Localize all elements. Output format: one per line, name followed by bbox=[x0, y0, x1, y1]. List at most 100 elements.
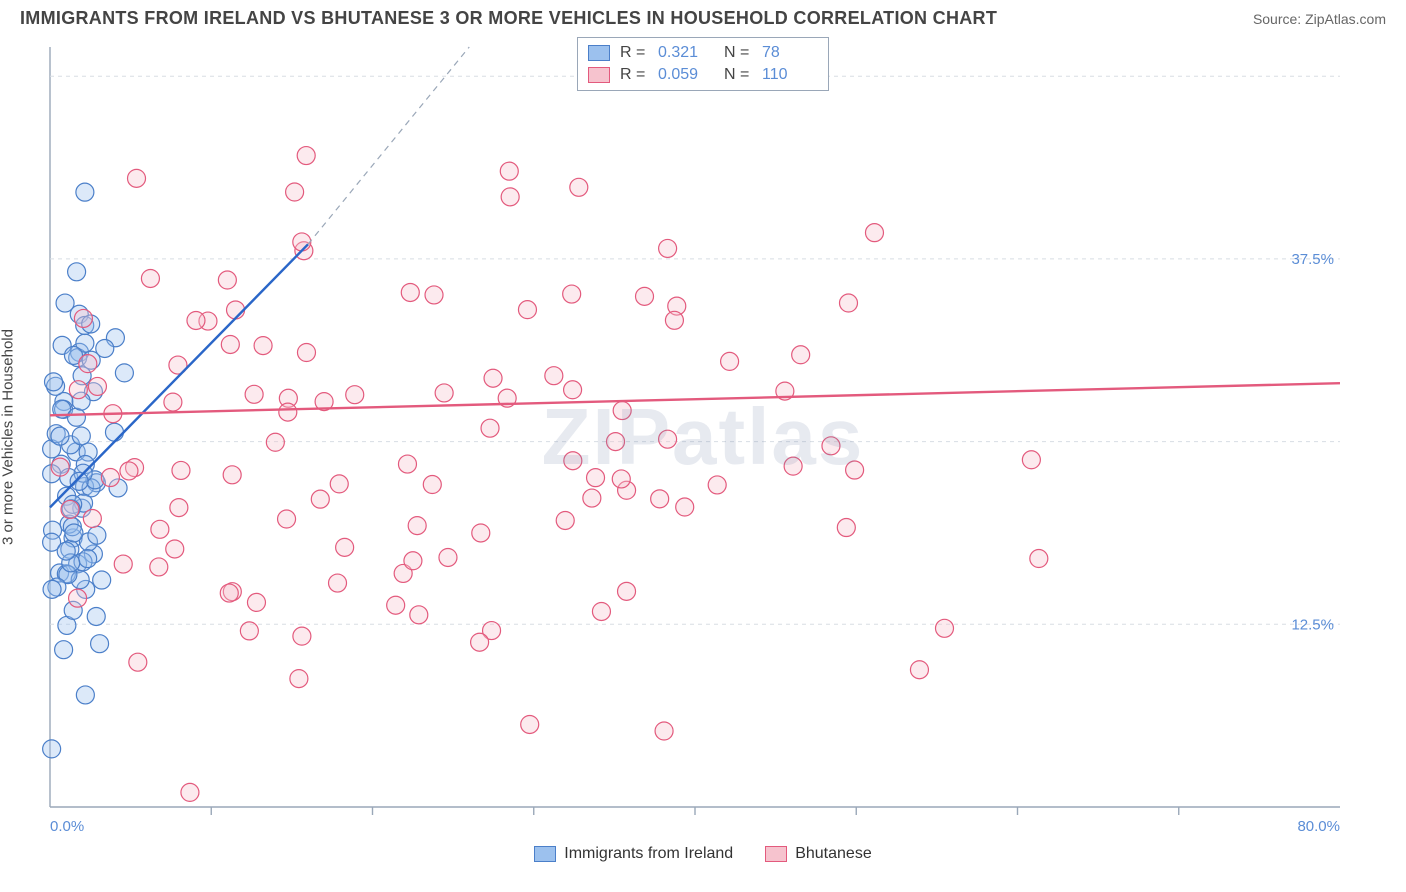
data-point bbox=[101, 469, 119, 487]
y-axis-label: 3 or more Vehicles in Household bbox=[0, 329, 17, 545]
legend-n-value: 78 bbox=[762, 44, 818, 62]
data-point bbox=[43, 740, 61, 758]
data-point bbox=[423, 476, 441, 494]
data-point bbox=[518, 301, 536, 319]
data-point bbox=[425, 286, 443, 304]
data-point bbox=[61, 500, 79, 518]
data-point bbox=[120, 462, 138, 480]
data-point bbox=[245, 385, 263, 403]
legend-item: Bhutanese bbox=[765, 845, 872, 863]
data-point bbox=[846, 461, 864, 479]
data-point bbox=[187, 311, 205, 329]
legend-swatch bbox=[765, 846, 787, 862]
data-point bbox=[218, 271, 236, 289]
data-point bbox=[172, 461, 190, 479]
data-point bbox=[329, 574, 347, 592]
legend-bottom: Immigrants from Ireland Bhutanese bbox=[0, 845, 1406, 863]
data-point bbox=[151, 520, 169, 538]
data-point bbox=[293, 233, 311, 251]
data-point bbox=[297, 344, 315, 362]
legend-stats: R = 0.321 N = 78 R = 0.059 N = 110 bbox=[577, 37, 829, 91]
data-point bbox=[676, 498, 694, 516]
data-point bbox=[583, 489, 601, 507]
legend-swatch-ireland bbox=[588, 45, 610, 61]
data-point bbox=[784, 457, 802, 475]
legend-item: Immigrants from Ireland bbox=[534, 845, 733, 863]
data-point bbox=[128, 169, 146, 187]
source-label: Source: ZipAtlas.com bbox=[1253, 11, 1386, 27]
data-point bbox=[247, 593, 265, 611]
data-point bbox=[79, 550, 97, 568]
legend-r-label: R = bbox=[620, 44, 648, 62]
data-point bbox=[278, 510, 296, 528]
data-point bbox=[501, 188, 519, 206]
data-point bbox=[592, 602, 610, 620]
legend-stats-row: R = 0.321 N = 78 bbox=[588, 42, 818, 64]
legend-n-value: 110 bbox=[762, 66, 818, 84]
data-point bbox=[69, 381, 87, 399]
data-point bbox=[1022, 451, 1040, 469]
data-point bbox=[612, 470, 630, 488]
legend-label: Immigrants from Ireland bbox=[564, 845, 733, 863]
data-point bbox=[74, 309, 92, 327]
data-point bbox=[150, 558, 168, 576]
data-point bbox=[51, 458, 69, 476]
data-point bbox=[636, 287, 654, 305]
data-point bbox=[93, 571, 111, 589]
data-point bbox=[293, 627, 311, 645]
data-point bbox=[910, 661, 928, 679]
data-point bbox=[655, 722, 673, 740]
data-point bbox=[613, 402, 631, 420]
legend-r-label: R = bbox=[620, 66, 648, 84]
data-point bbox=[484, 369, 502, 387]
data-point bbox=[115, 364, 133, 382]
data-point bbox=[69, 589, 87, 607]
legend-label: Bhutanese bbox=[795, 845, 872, 863]
data-point bbox=[618, 582, 636, 600]
data-point bbox=[330, 475, 348, 493]
legend-r-value: 0.059 bbox=[658, 66, 714, 84]
trend-line bbox=[50, 383, 1340, 415]
data-point bbox=[346, 386, 364, 404]
data-point bbox=[166, 540, 184, 558]
data-point bbox=[266, 433, 284, 451]
data-point bbox=[88, 377, 106, 395]
data-point bbox=[254, 337, 272, 355]
data-point bbox=[91, 635, 109, 653]
data-point bbox=[564, 452, 582, 470]
legend-swatch-bhutanese bbox=[588, 67, 610, 83]
data-point bbox=[297, 147, 315, 165]
data-point bbox=[398, 455, 416, 473]
data-point bbox=[408, 517, 426, 535]
data-point bbox=[79, 355, 97, 373]
data-point bbox=[129, 653, 147, 671]
data-point bbox=[659, 430, 677, 448]
data-point bbox=[564, 381, 582, 399]
data-point bbox=[72, 427, 90, 445]
data-point bbox=[164, 393, 182, 411]
data-point bbox=[220, 584, 238, 602]
chart-area: 3 or more Vehicles in Household ZIPatlas… bbox=[20, 37, 1386, 837]
data-point bbox=[665, 311, 683, 329]
data-point bbox=[439, 548, 457, 566]
data-point bbox=[556, 511, 574, 529]
data-point bbox=[65, 524, 83, 542]
data-point bbox=[659, 239, 677, 257]
data-point bbox=[43, 580, 61, 598]
data-point bbox=[279, 403, 297, 421]
chart-title: IMMIGRANTS FROM IRELAND VS BHUTANESE 3 O… bbox=[20, 8, 997, 29]
data-point bbox=[587, 469, 605, 487]
data-point bbox=[651, 490, 669, 508]
data-point bbox=[607, 433, 625, 451]
legend-r-value: 0.321 bbox=[658, 44, 714, 62]
scatter-plot: 12.5%37.5%0.0%80.0% bbox=[20, 37, 1360, 837]
data-point bbox=[401, 283, 419, 301]
data-point bbox=[404, 552, 422, 570]
data-point bbox=[500, 162, 518, 180]
data-point bbox=[181, 783, 199, 801]
data-point bbox=[708, 476, 726, 494]
data-point bbox=[545, 367, 563, 385]
data-point bbox=[57, 542, 75, 560]
data-point bbox=[67, 408, 85, 426]
data-point bbox=[87, 607, 105, 625]
